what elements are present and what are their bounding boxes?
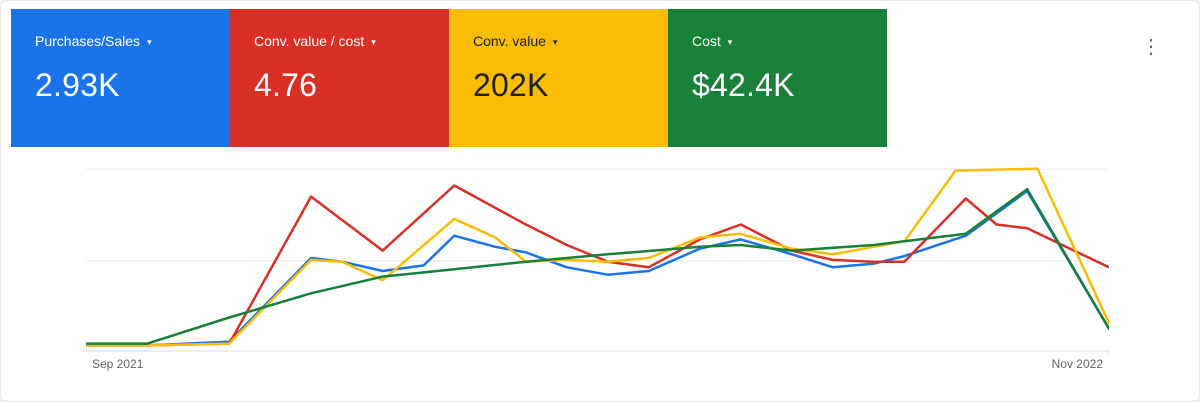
metric-label: Cost: [692, 33, 721, 49]
chevron-down-icon: ▾: [371, 37, 376, 47]
chevron-down-icon: ▾: [727, 37, 733, 47]
metric-selector[interactable]: Purchases/Sales ▾: [35, 33, 206, 49]
chevron-down-icon: ▾: [552, 37, 558, 47]
more-options-button[interactable]: ⋮: [1137, 33, 1165, 61]
metric-label: Purchases/Sales: [35, 33, 141, 49]
trend-chart: [86, 165, 1109, 355]
metric-value: $42.4K: [692, 67, 795, 103]
metric-card-purchases-sales[interactable]: Purchases/Sales ▾ 2.93K: [11, 9, 230, 147]
x-axis-end-label: Nov 2022: [1051, 357, 1103, 371]
metric-value: 202K: [473, 67, 549, 103]
metric-label: Conv. value: [473, 33, 546, 49]
metric-value: 2.93K: [35, 67, 120, 103]
metric-label: Conv. value / cost: [254, 33, 365, 49]
metric-selector[interactable]: Cost ▾: [692, 33, 863, 49]
metric-selector[interactable]: Conv. value ▾: [473, 33, 644, 49]
metric-card-conv-value[interactable]: Conv. value ▾ 202K: [449, 9, 668, 147]
x-axis-start-label: Sep 2021: [92, 357, 144, 371]
x-axis-labels: Sep 2021 Nov 2022: [86, 357, 1109, 371]
kebab-menu-icon: ⋮: [1141, 36, 1161, 58]
metric-value: 4.76: [254, 67, 318, 103]
trend-chart-container: [86, 165, 1109, 355]
metric-cards-row: Purchases/Sales ▾ 2.93K Conv. value / co…: [1, 1, 1199, 147]
chevron-down-icon: ▾: [147, 37, 152, 47]
metric-card-conv-value-cost[interactable]: Conv. value / cost ▾ 4.76: [230, 9, 449, 147]
metric-card-cost[interactable]: Cost ▾ $42.4K: [668, 9, 887, 147]
metric-selector[interactable]: Conv. value / cost ▾: [254, 33, 425, 49]
